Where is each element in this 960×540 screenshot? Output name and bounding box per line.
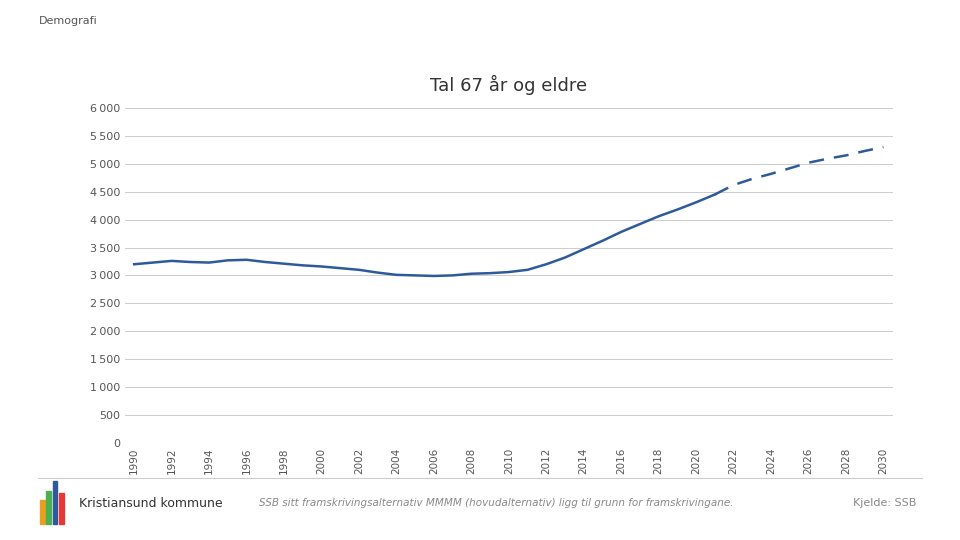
Text: Kjelde: SSB: Kjelde: SSB — [853, 498, 917, 508]
Bar — [53, 481, 58, 524]
Bar — [46, 491, 51, 524]
Title: Tal 67 år og eldre: Tal 67 år og eldre — [430, 75, 588, 96]
Bar — [60, 494, 64, 524]
Text: Demografi: Demografi — [38, 16, 97, 26]
Text: SSB sitt framskrivingsalternativ MMMM (hovudalternativ) ligg til grunn for frams: SSB sitt framskrivingsalternativ MMMM (h… — [259, 498, 733, 508]
Text: Kristiansund kommune: Kristiansund kommune — [79, 497, 223, 510]
Bar — [39, 500, 44, 524]
